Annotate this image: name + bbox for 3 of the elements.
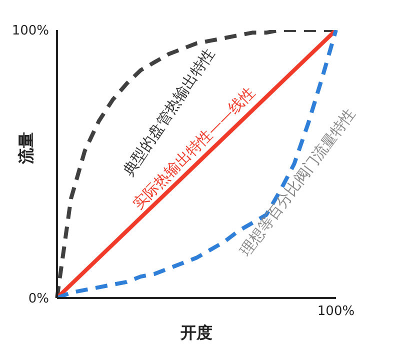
y-axis-title: 流量	[16, 132, 36, 165]
x-axis-title: 开度	[180, 323, 212, 342]
y-tick-label: 0%	[28, 292, 49, 307]
